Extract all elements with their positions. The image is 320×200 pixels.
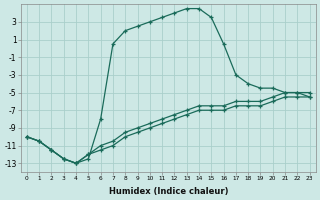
X-axis label: Humidex (Indice chaleur): Humidex (Indice chaleur)	[108, 187, 228, 196]
